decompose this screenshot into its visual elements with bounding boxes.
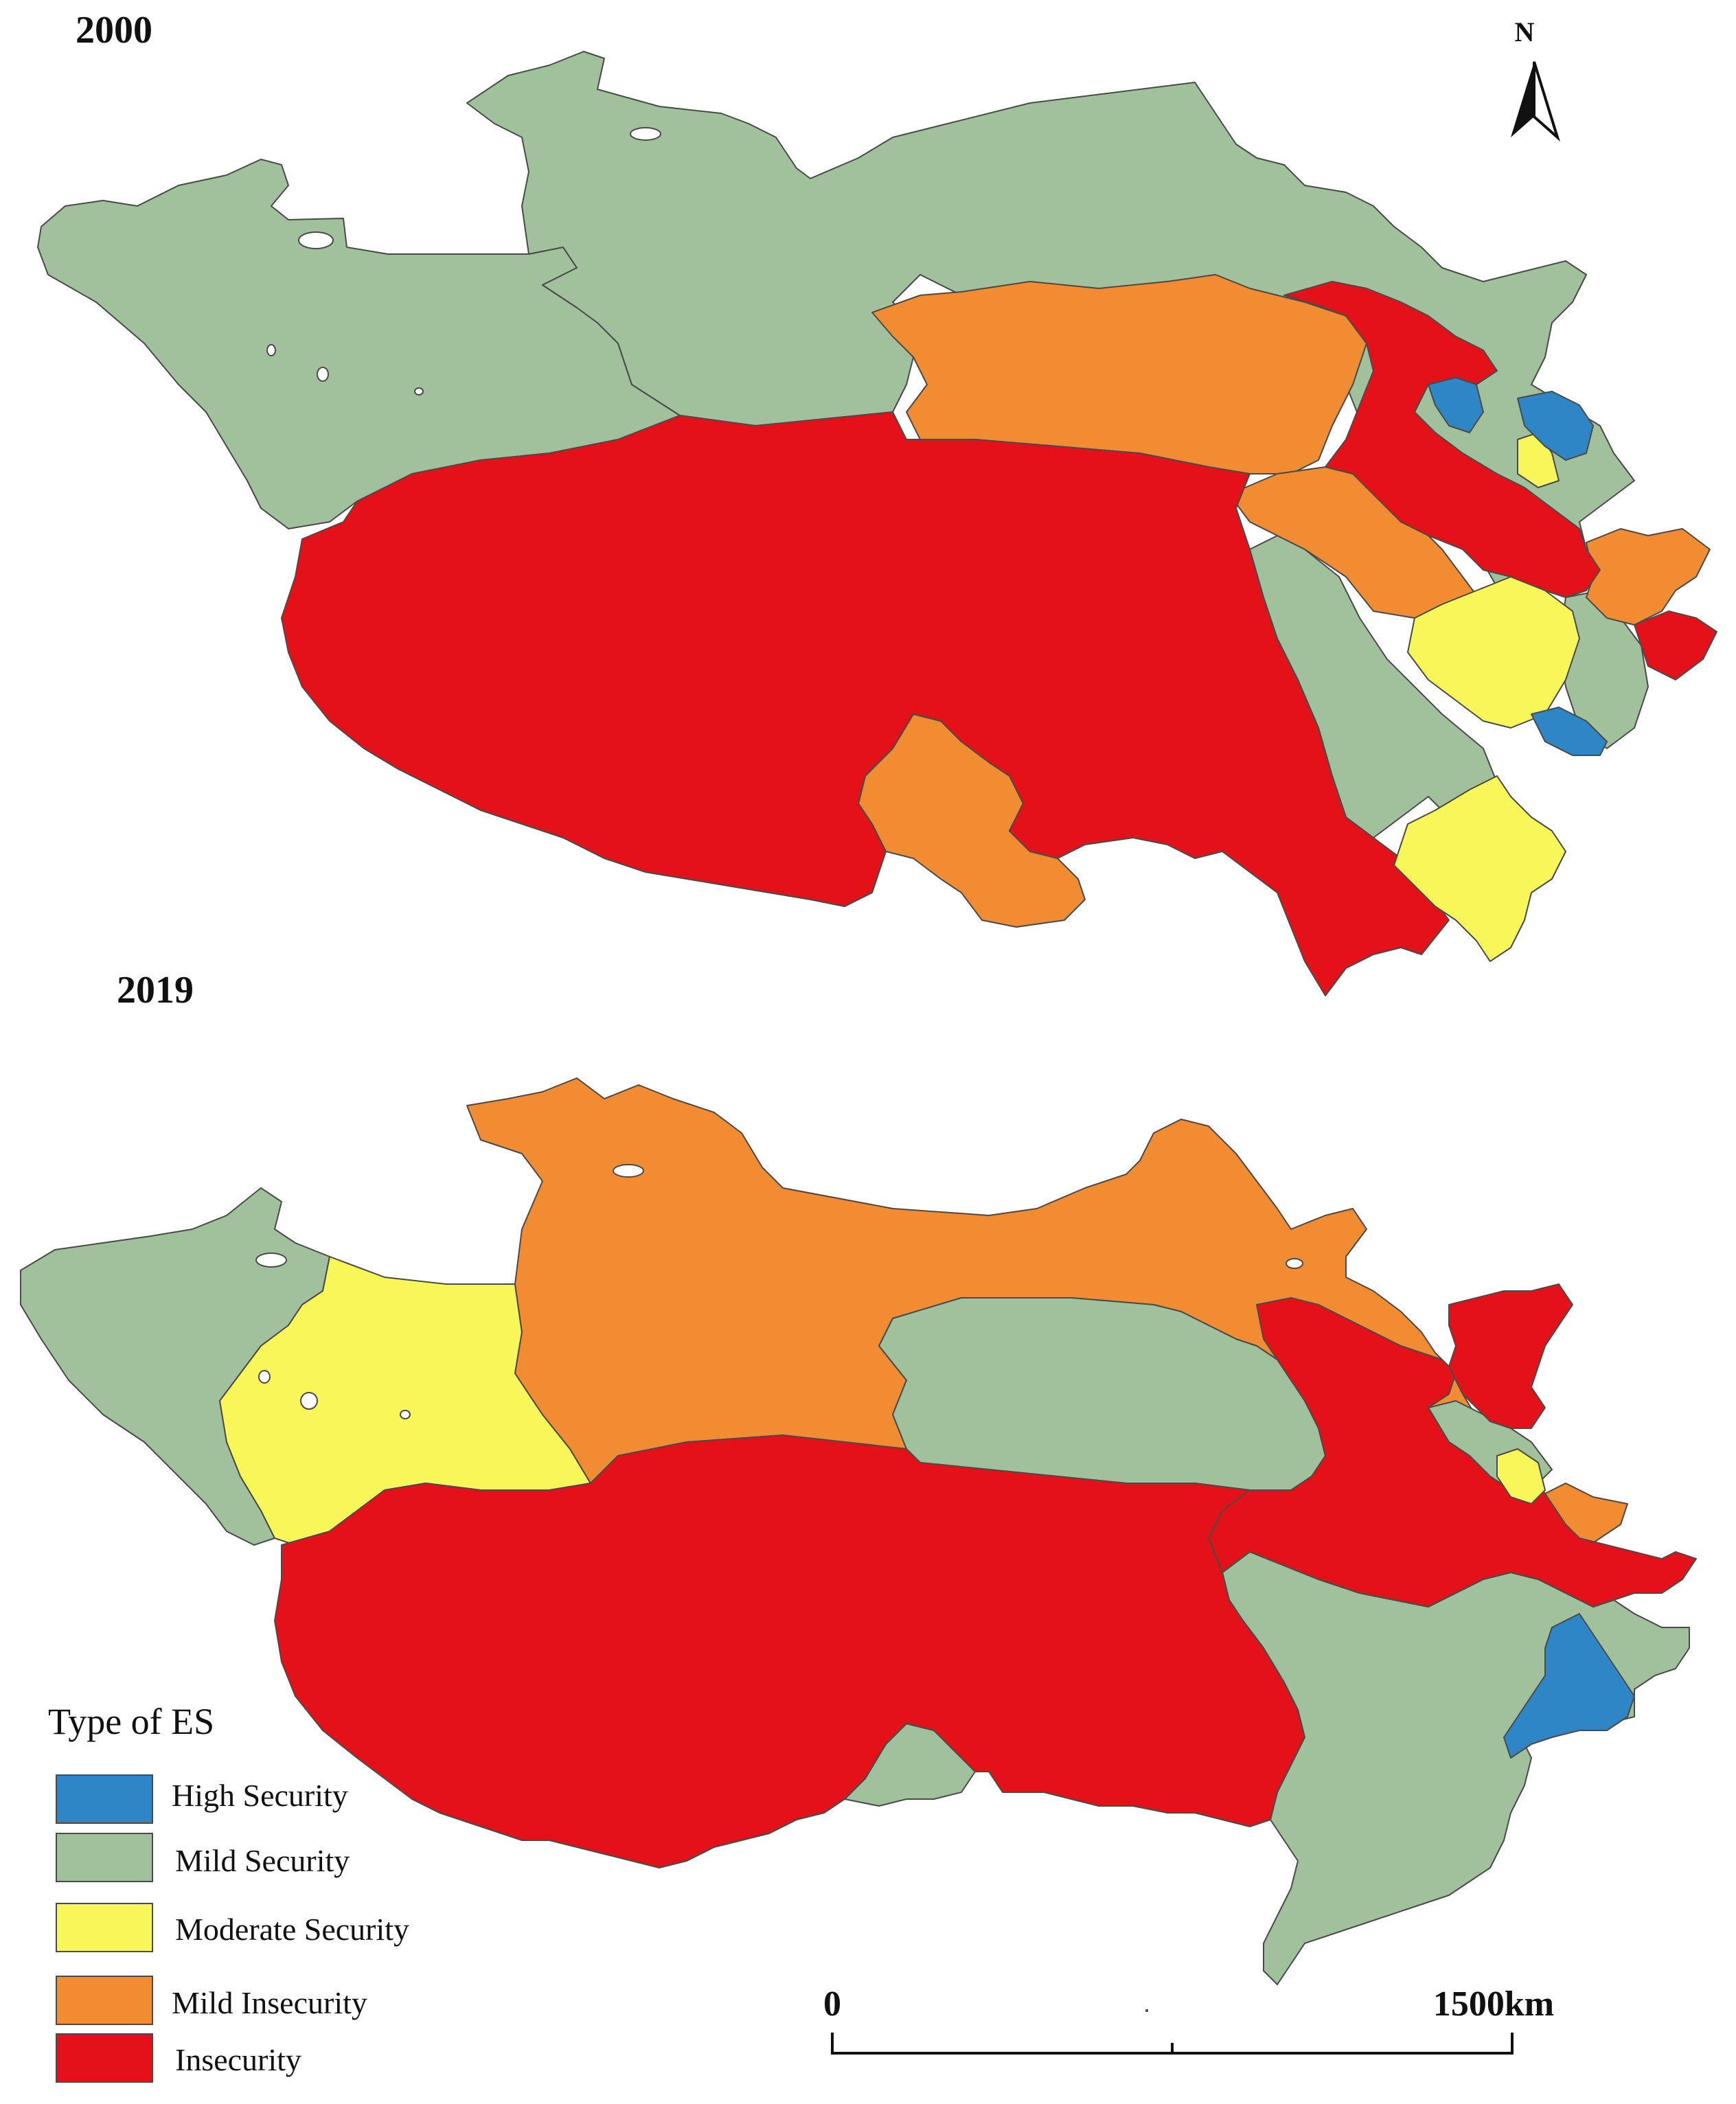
region-2000-blue-3	[1531, 707, 1608, 756]
region-2000-ne-red	[1283, 281, 1601, 598]
map-panel-2019: 2019	[20, 969, 1697, 1985]
legend-swatch-mild-security	[56, 1833, 153, 1882]
region-2000-se-orange	[1586, 528, 1711, 626]
lake-2019-6	[1286, 1258, 1303, 1269]
legend-label-insecurity: Insecurity	[175, 2042, 301, 2077]
north-arrow-right-half	[1533, 61, 1561, 142]
scale-bar-tick-dot	[1145, 2009, 1148, 2012]
lake-2019-1	[613, 1164, 644, 1178]
scale-bar-end-label: 1500km	[1433, 1985, 1554, 2024]
scale-bar-line	[831, 2033, 1514, 2055]
legend-title: Type of ES	[48, 1701, 214, 1742]
legend-swatch-high-security	[56, 1774, 153, 1824]
north-arrow-letter: N	[1515, 16, 1535, 47]
north-arrow-left-half	[1511, 62, 1534, 137]
region-2000-blue-2	[1517, 391, 1594, 461]
legend-swatch-insecurity	[56, 2033, 153, 2083]
lake-2019-2	[255, 1253, 287, 1268]
region-2019-top-red	[1448, 1283, 1573, 1429]
region-2000-qaidam-orange	[871, 274, 1367, 474]
legend-label-high-security: High Security	[172, 1778, 348, 1813]
region-2019-tibet-red	[274, 1434, 1305, 1868]
lake-2000-4	[266, 344, 276, 356]
year-label-2000: 2000	[76, 9, 152, 52]
region-2019-yellow-small	[1496, 1448, 1546, 1505]
legend-swatch-moderate-security	[56, 1903, 153, 1952]
region-2000-yellow-2	[1393, 775, 1566, 962]
lake-2000-5	[414, 387, 424, 396]
region-2000-blue-1	[1428, 377, 1484, 433]
region-2019-blue	[1503, 1613, 1635, 1759]
north-arrow: N	[1511, 16, 1561, 142]
lake-2000-3	[317, 367, 329, 382]
year-label-2019: 2019	[117, 969, 194, 1011]
lake-2000-1	[630, 127, 661, 141]
region-2000-yellow-1	[1407, 576, 1580, 729]
lake-2019-4	[258, 1370, 271, 1384]
legend-label-moderate-security: Moderate Security	[175, 1912, 409, 1947]
lake-2019-3	[300, 1392, 318, 1410]
lake-2000-2	[298, 231, 334, 249]
legend-label-mild-insecurity: Mild Insecurity	[172, 1985, 367, 2020]
lake-2019-5	[400, 1410, 411, 1419]
legend-label-mild-security: Mild Security	[175, 1843, 350, 1878]
scale-bar: 0 1500km	[823, 1985, 1554, 2055]
scale-bar-start-label: 0	[823, 1985, 841, 2024]
region-2019-east-green	[1222, 1551, 1690, 1985]
region-2000-tibet-red	[281, 411, 1450, 996]
region-2019-ne-red	[1208, 1297, 1697, 1608]
region-2000-far-se-red	[1634, 610, 1717, 681]
map-panel-2000: 2000 N	[37, 9, 1717, 996]
legend-swatch-mild-insecurity	[56, 1976, 153, 2025]
legend: Type of ES High Security Mild Security M…	[48, 1701, 409, 2083]
